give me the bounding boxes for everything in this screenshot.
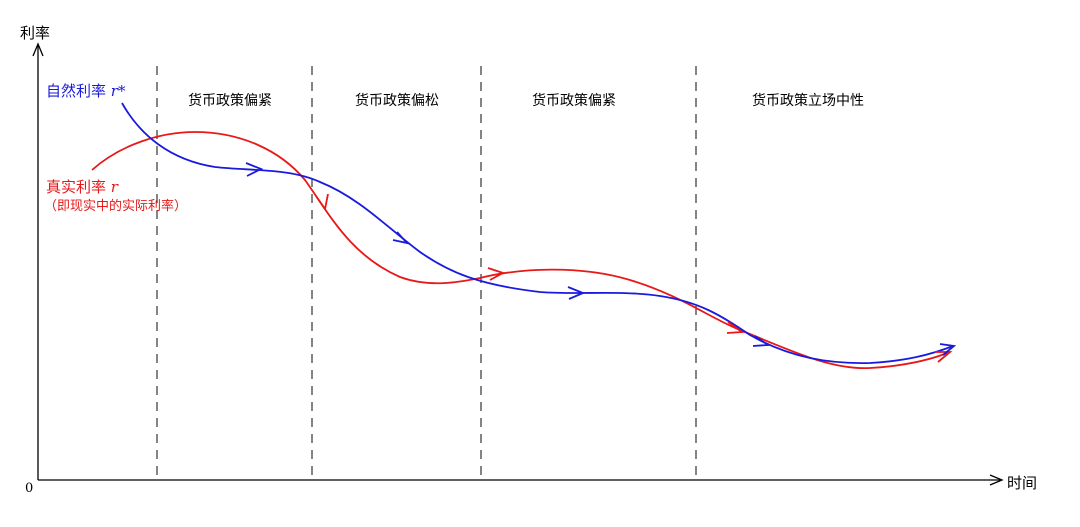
x-axis-label: 时间 (1007, 474, 1038, 492)
arrow-icon (245, 162, 264, 177)
arrow-icon (392, 231, 410, 245)
y-axis-arrow-icon (32, 42, 44, 57)
phase-label-1: 货币政策偏紧 (188, 93, 272, 109)
real-rate-arrows (315, 193, 953, 363)
natural-rate-arrows (245, 162, 957, 356)
arrow-icon (315, 193, 329, 212)
real-rate-note: （即现实中的实际利率） (44, 199, 188, 214)
arrow-icon (752, 335, 771, 347)
arrow-icon (487, 267, 506, 281)
real-rate-symbol: r (110, 178, 118, 196)
axes (32, 42, 1004, 486)
arrow-icon (567, 286, 586, 300)
phase-label-4: 货币政策立场中性 (752, 93, 864, 109)
arrow-icon (939, 343, 957, 356)
origin-label: 0 (25, 481, 34, 496)
phase-label-3: 货币政策偏紧 (532, 93, 616, 109)
natural-rate-label: 自然利率 r* (46, 80, 125, 101)
phase-label-2: 货币政策偏松 (355, 93, 439, 109)
real-rate-name: 真实利率 (46, 178, 107, 196)
real-rate-curve (91, 131, 951, 369)
arrow-icon (726, 321, 745, 334)
natural-rate-symbol: r* (110, 82, 126, 100)
real-rate-label: 真实利率 r (46, 176, 118, 197)
natural-rate-name: 自然利率 (46, 82, 107, 100)
phase-dividers (156, 66, 697, 478)
natural-rate-curve (121, 102, 954, 364)
y-axis-label: 利率 (20, 24, 51, 42)
x-axis-arrow-icon (989, 474, 1004, 486)
arrow-icon (935, 351, 953, 363)
